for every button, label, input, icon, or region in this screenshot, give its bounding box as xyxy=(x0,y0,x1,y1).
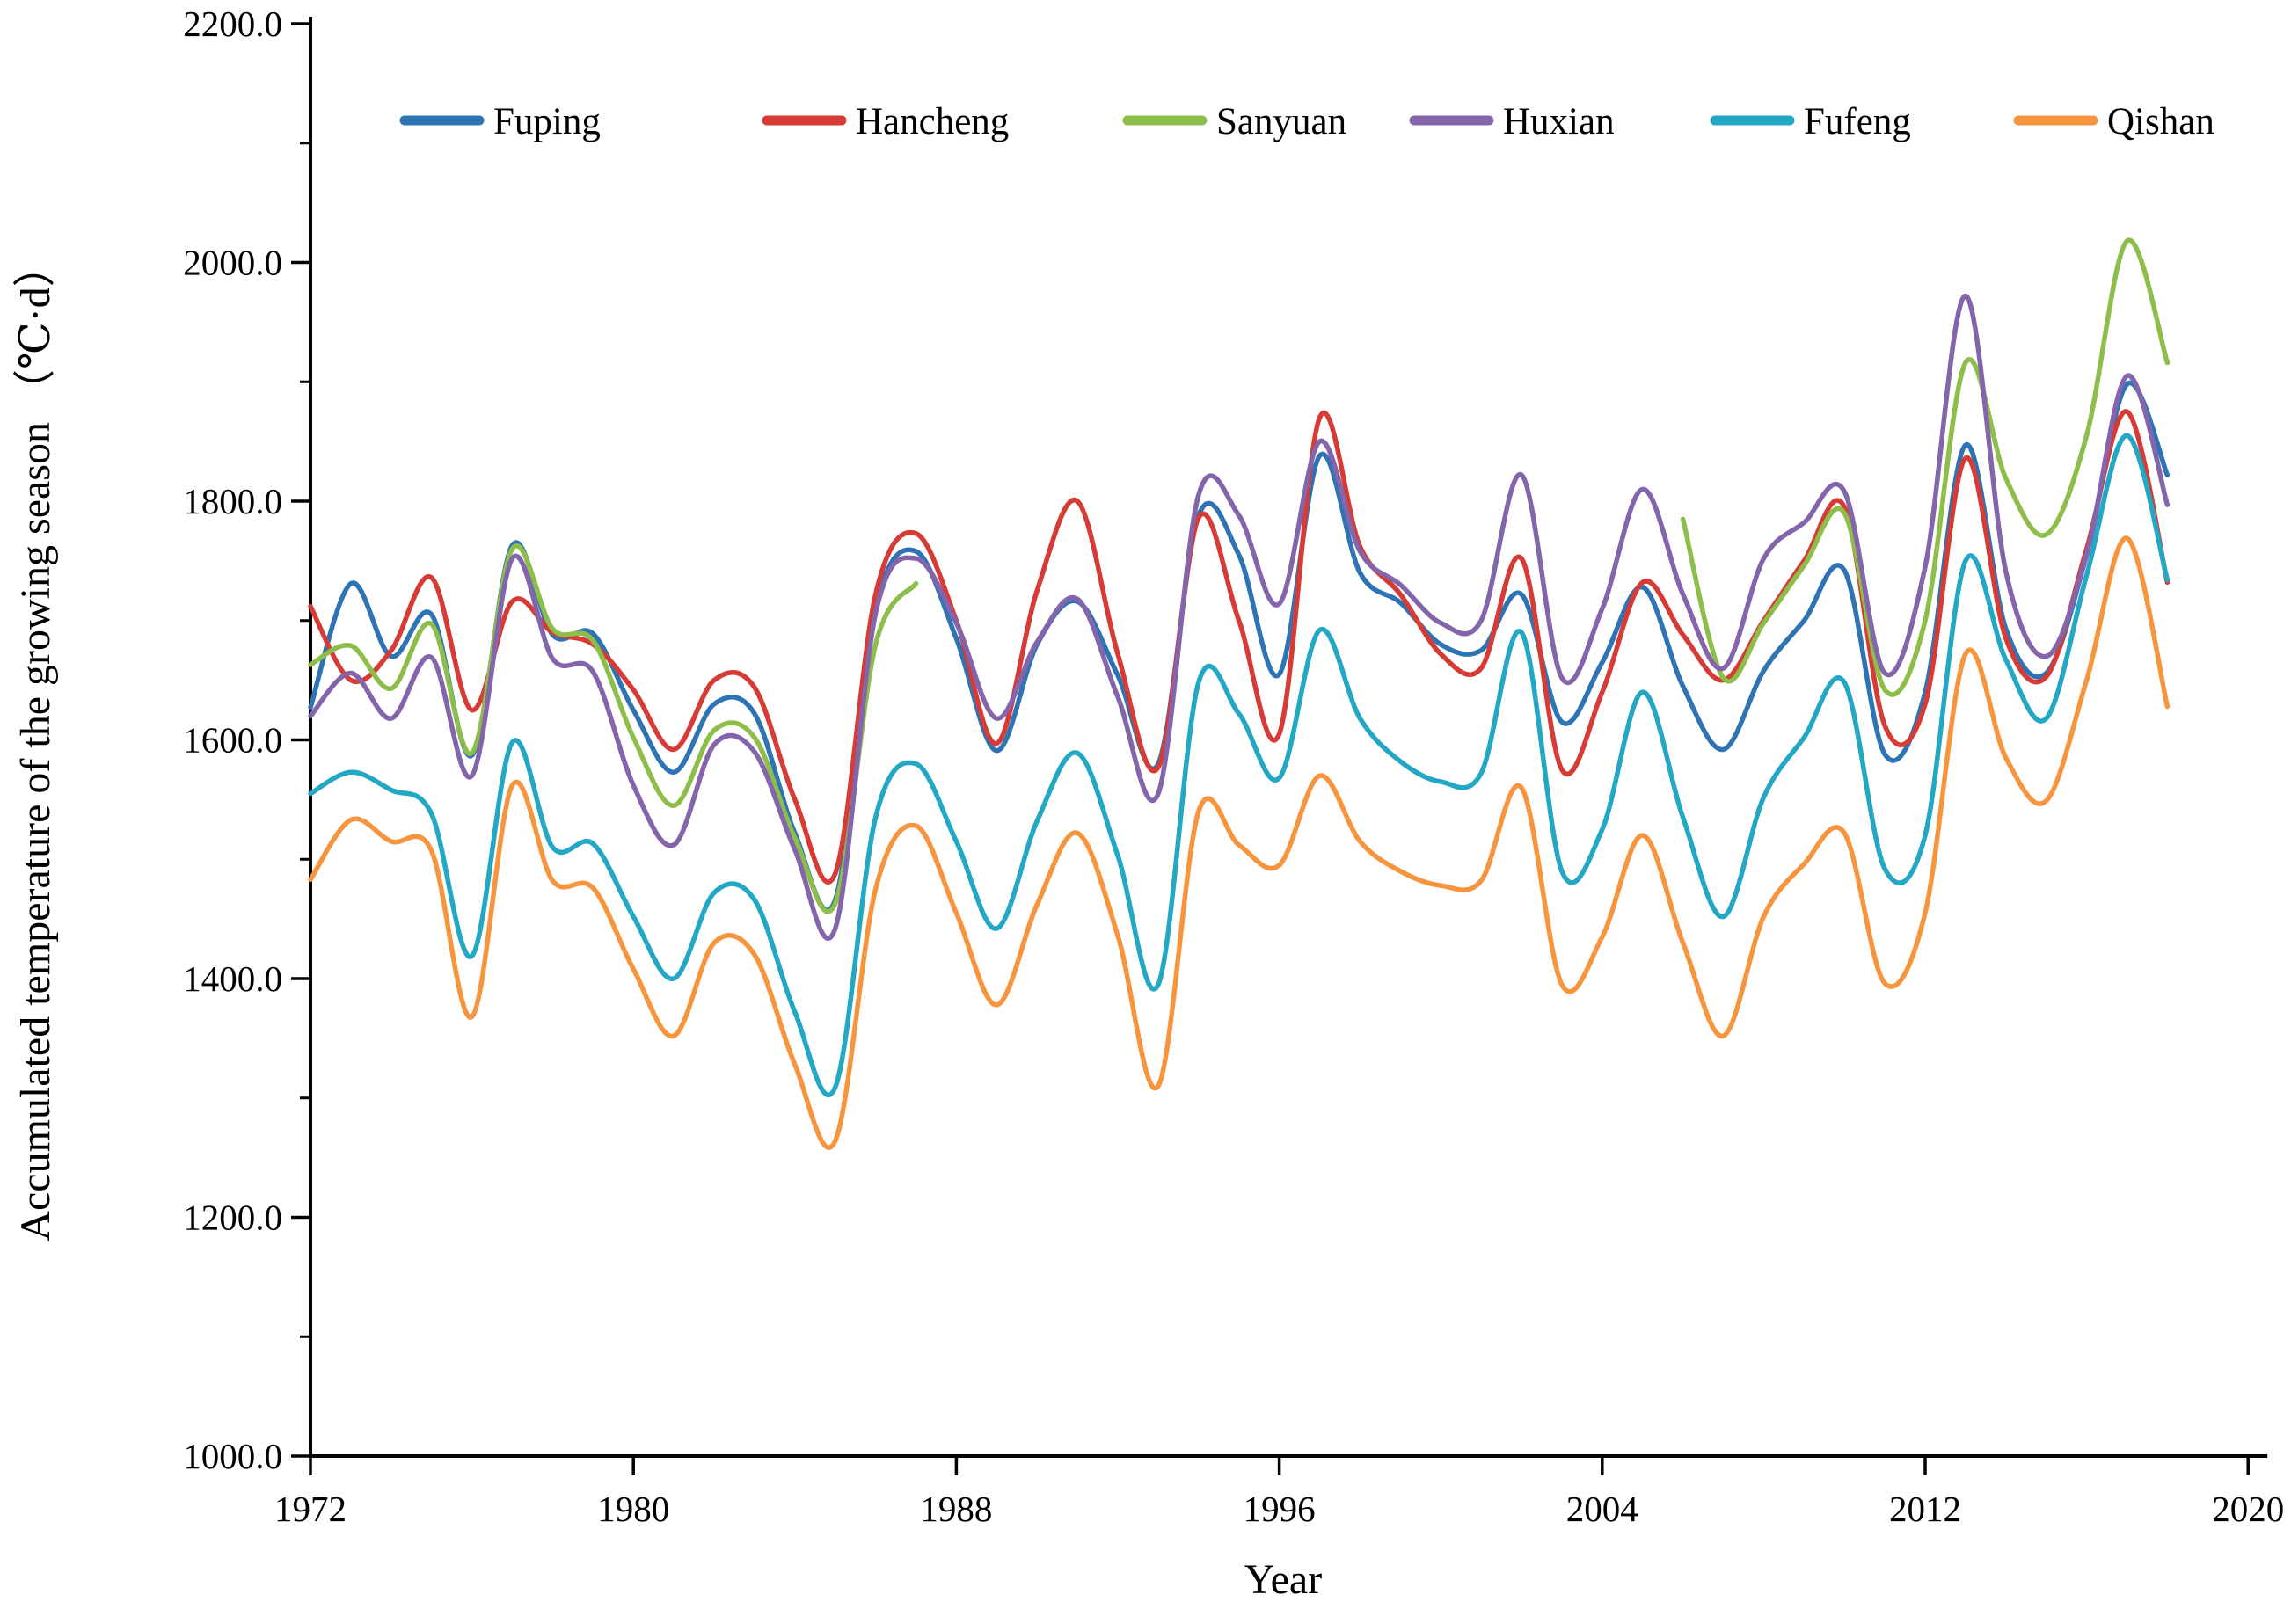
x-axis-title: Year xyxy=(1244,1556,1322,1603)
legend-label-qishan: Qishan xyxy=(2107,101,2214,142)
y-tick-label: 1400.0 xyxy=(183,958,282,999)
series-line-qishan xyxy=(308,535,2171,1150)
x-tick-label: 1988 xyxy=(920,1489,992,1529)
x-tick-label: 1972 xyxy=(274,1489,347,1529)
y-tick-label: 2000.0 xyxy=(183,243,282,283)
y-tick-label: 1000.0 xyxy=(183,1436,282,1476)
x-tick-label: 2004 xyxy=(1566,1489,1638,1529)
series-line-sanyuan xyxy=(1680,237,2171,697)
y-tick-label: 2200.0 xyxy=(183,4,282,44)
legend-label-huxian: Huxian xyxy=(1503,101,1615,142)
series-line-sanyuan xyxy=(308,543,919,914)
x-tick-label: 2020 xyxy=(2212,1489,2284,1529)
series-line-huxian xyxy=(308,293,2171,941)
x-tick-label: 1980 xyxy=(597,1489,669,1529)
axes: 2200.0 2000.0 1800.0 1600.0 1400.0 1200.0 1000… xyxy=(183,4,2284,1529)
legend-label-fufeng: Fufeng xyxy=(1804,101,1911,142)
legend-label-sanyuan: Sanyuan xyxy=(1216,101,1346,142)
series-lines xyxy=(308,237,2171,1150)
y-tick-label: 1200.0 xyxy=(183,1198,282,1238)
y-tick-label: 1800.0 xyxy=(183,481,282,521)
y-tick-label: 1600.0 xyxy=(183,720,282,761)
y-axis-title: Accumulated temperature of the growing s… xyxy=(12,244,59,1241)
series-line-hancheng xyxy=(308,409,2171,885)
axis-labels: Year Accumulated temperature of the grow… xyxy=(12,244,1322,1603)
legend-label-hancheng: Hancheng xyxy=(856,101,1009,142)
series-line-fufeng xyxy=(308,433,2171,1098)
legend-label-fuping: Fuping xyxy=(493,101,601,142)
legend: Fuping Hancheng Sanyuan Huxian Fufeng Qishan xyxy=(399,101,2214,142)
series-line-fuping xyxy=(308,380,2171,913)
x-tick-label: 2012 xyxy=(1889,1489,1961,1529)
x-tick-label: 1996 xyxy=(1244,1489,1316,1529)
